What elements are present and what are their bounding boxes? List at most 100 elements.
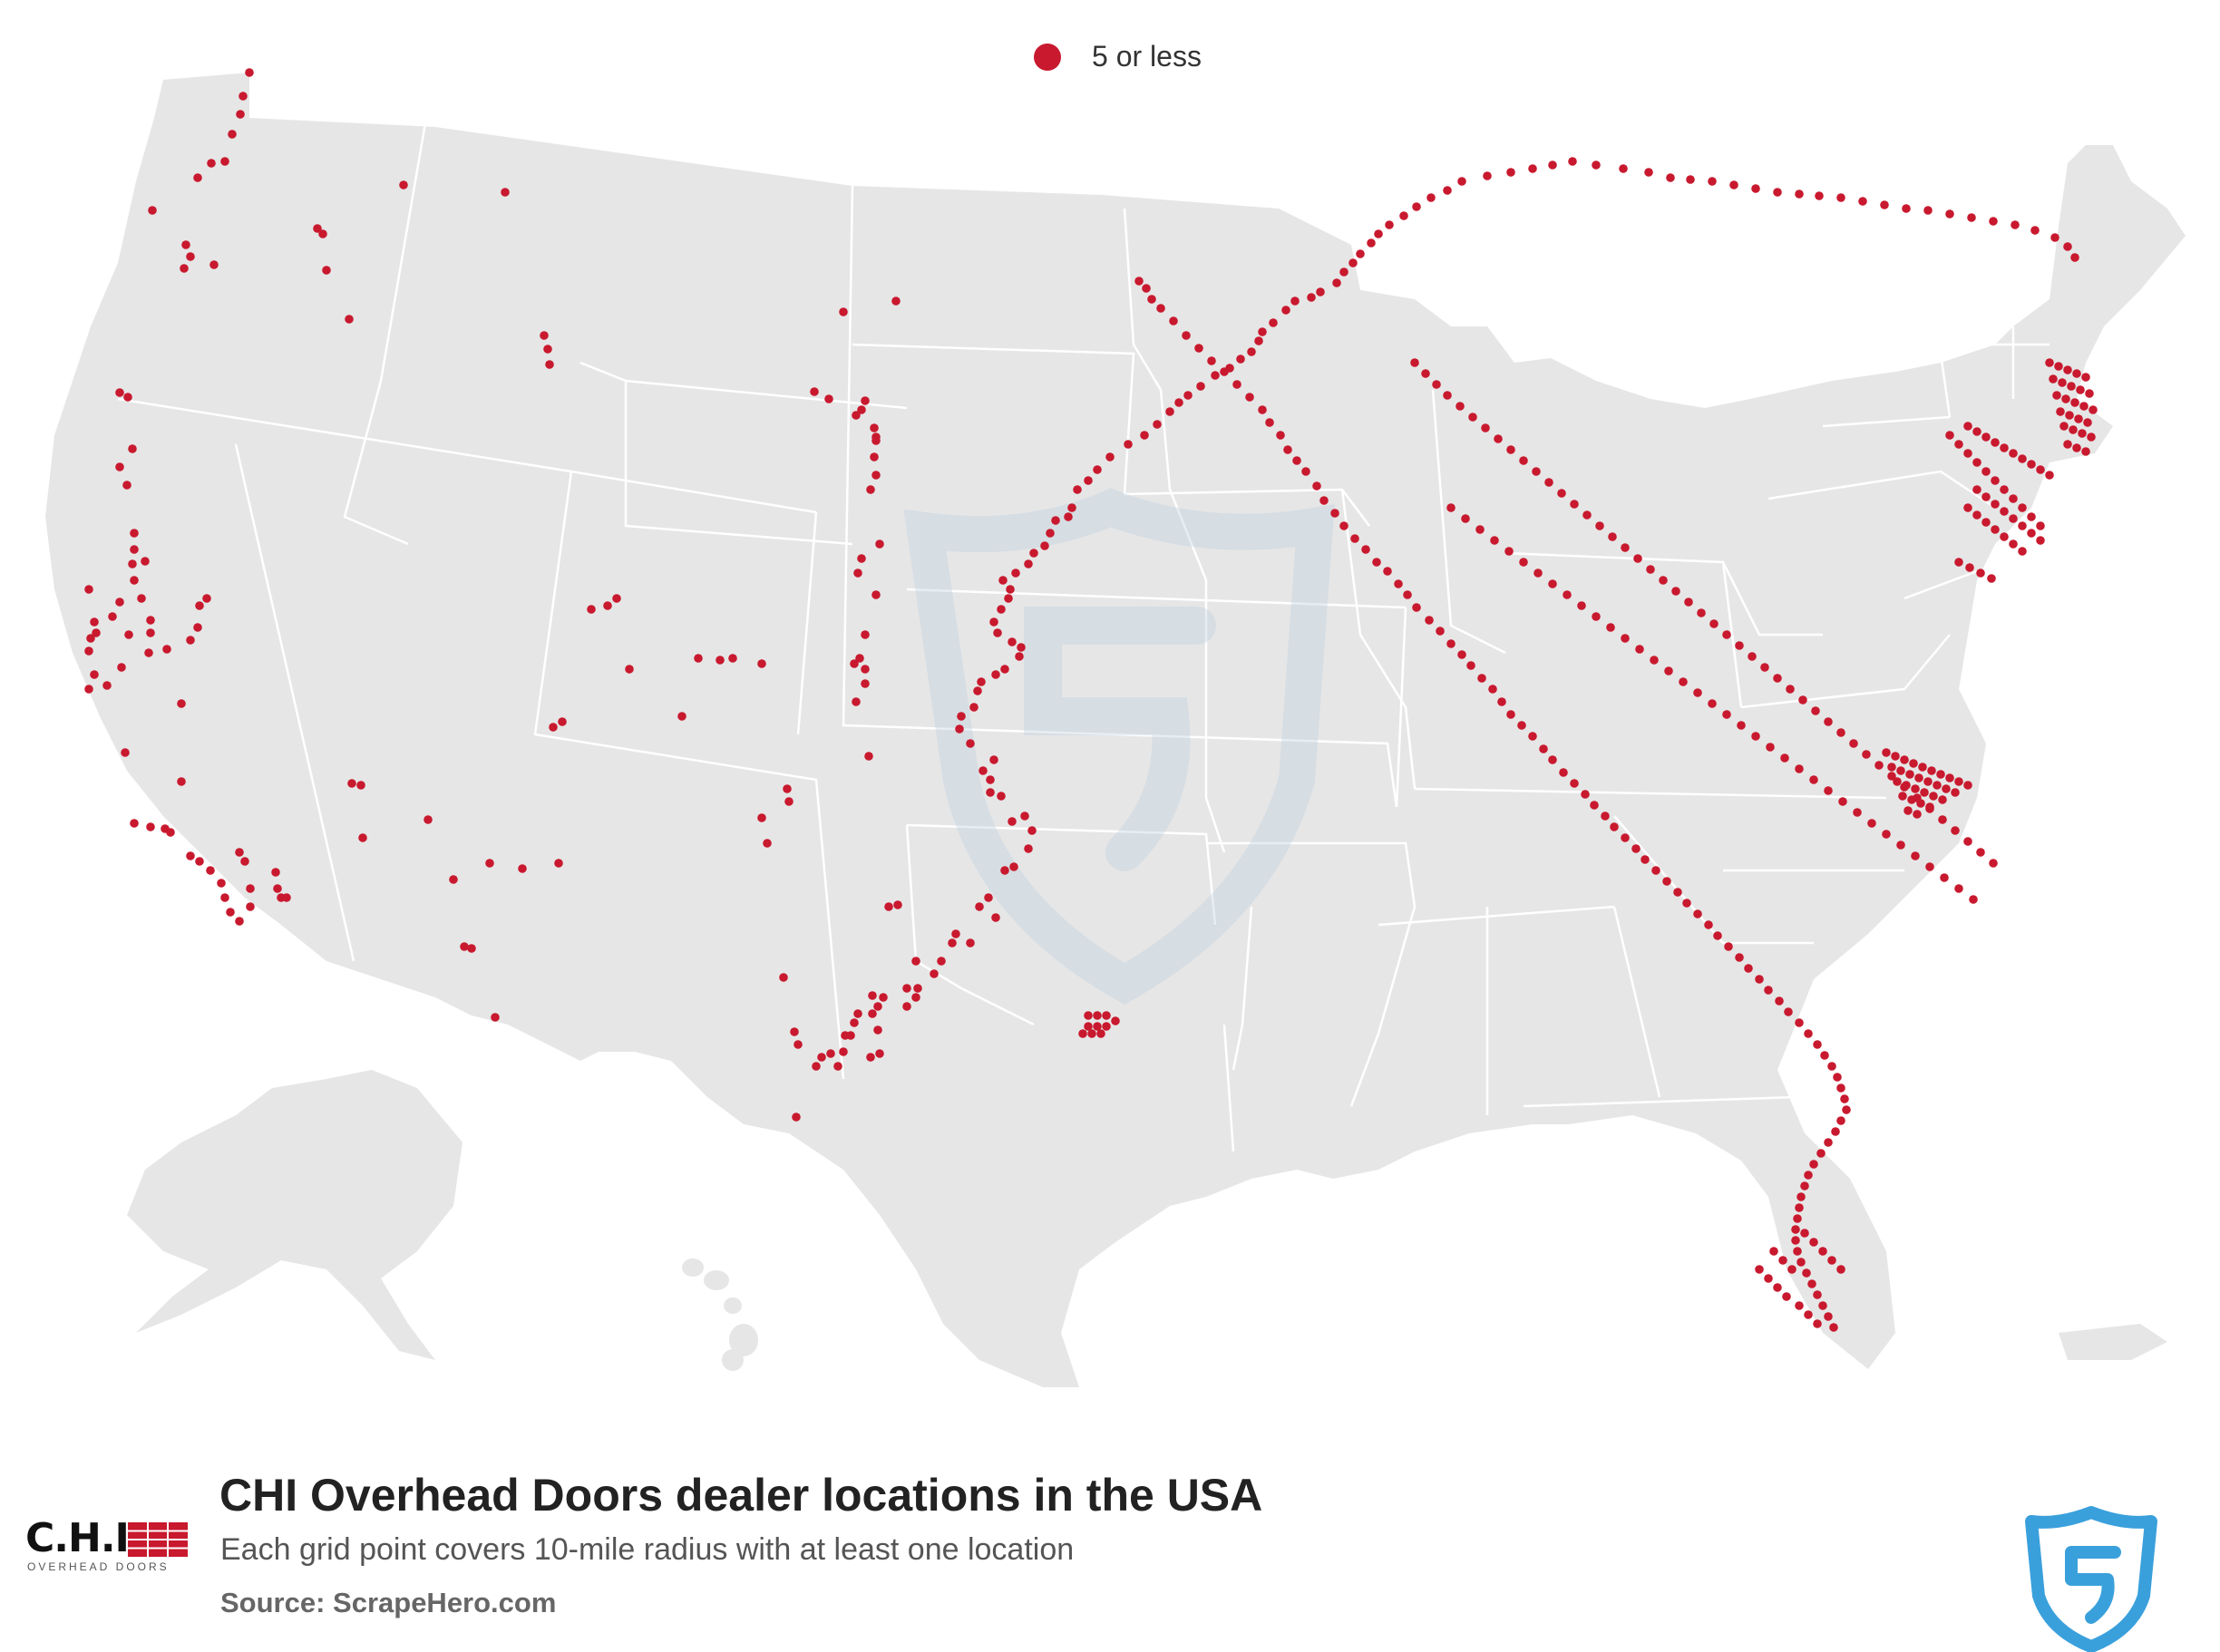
dealer-location-dot: [991, 670, 1000, 679]
dealer-location-dot: [2018, 454, 2027, 463]
dealer-location-dot: [1671, 587, 1680, 596]
dealer-location-dot: [1156, 304, 1165, 313]
state-border-line: [234, 443, 355, 962]
dealer-location-dot: [846, 1031, 855, 1040]
dealer-location-dot: [2072, 369, 2081, 378]
dealer-location-dot: [345, 315, 354, 324]
dealer-location-dot: [130, 529, 139, 538]
dealer-location-dot: [2000, 443, 2009, 452]
dealer-location-dot: [1093, 1022, 1102, 1031]
dealer-location-dot: [873, 1002, 882, 1011]
dealer-location-dot: [1111, 1016, 1120, 1025]
dealer-location-dot: [1786, 685, 1795, 694]
dealer-location-dot: [1693, 909, 1702, 918]
dealer-location-dot: [1896, 766, 1905, 775]
dealer-location-dot: [1836, 728, 1845, 737]
scrapehero-shield-icon: [2025, 1506, 2157, 1652]
dealer-location-dot: [1644, 168, 1653, 177]
dealer-location-dot: [1488, 685, 1497, 694]
state-border-line: [1378, 905, 1615, 927]
dealer-location-dot: [2076, 385, 2085, 394]
dealer-location-dot: [1981, 518, 1991, 527]
dealer-location-dot: [873, 1025, 882, 1035]
dealer-location-dot: [1595, 521, 1604, 530]
dealer-location-dot: [993, 628, 1002, 637]
dealer-location-dot: [1737, 721, 1746, 730]
dealer-location-dot: [148, 206, 157, 215]
dealer-location-dot: [1610, 822, 1619, 831]
hawaii-island: [704, 1270, 729, 1290]
dealer-location-dot: [1918, 763, 1927, 772]
dealer-location-dot: [966, 739, 975, 748]
brand-name: C.H.I.: [25, 1515, 144, 1561]
dealer-location-dot: [1064, 512, 1073, 521]
dealer-location-dot: [1920, 788, 1929, 797]
dealer-location-dot: [1165, 407, 1174, 416]
dealer-location-dot: [1722, 710, 1731, 719]
dealer-location-dot: [1245, 393, 1254, 402]
dealer-location-dot: [969, 703, 979, 712]
dealer-location-dot: [998, 576, 1008, 585]
dealer-location-dot: [1436, 627, 1445, 636]
dealer-location-dot: [1307, 293, 1316, 302]
dealer-location-dot: [220, 157, 229, 166]
dealer-location-dot: [1751, 184, 1760, 193]
dealer-location-dot: [937, 957, 946, 966]
dealer-location-dot: [2009, 449, 2018, 458]
dealer-location-dot: [122, 481, 131, 490]
dealer-location-dot: [1590, 801, 1599, 810]
dealer-location-dot: [1319, 496, 1329, 505]
dealer-location-dot: [763, 839, 772, 848]
dealer-location-dot: [1301, 467, 1310, 476]
dealer-location-dot: [1836, 1116, 1845, 1125]
dealer-location-dot: [1105, 452, 1115, 462]
dealer-location-dot: [1824, 786, 1833, 795]
dealer-location-dot: [1963, 449, 1972, 458]
hawaii-island: [682, 1258, 704, 1277]
dealer-location-dot: [794, 1040, 803, 1049]
state-border-line: [905, 824, 1035, 1026]
dealer-location-dot: [424, 815, 433, 824]
dealer-location-dot: [1809, 775, 1818, 784]
dealer-location-dot: [1563, 590, 1572, 599]
dealer-location-dot: [2063, 365, 2072, 374]
dealer-location-dot: [1784, 1007, 1793, 1016]
dealer-location-dot: [1394, 579, 1403, 588]
dealer-location-dot: [130, 819, 139, 828]
dealer-location-dot: [1084, 1011, 1093, 1020]
dealer-location-dot: [1196, 382, 1205, 391]
dealer-location-dot: [1528, 732, 1537, 741]
dealer-location-dot: [1795, 1203, 1804, 1212]
dealer-location-dot: [1506, 445, 1515, 454]
dealer-location-dot: [1570, 500, 1579, 509]
dealer-location-dot: [1664, 666, 1673, 675]
dealer-location-dot: [1900, 755, 1909, 764]
dealer-location-dot: [875, 539, 884, 549]
dealer-location-dot: [694, 654, 703, 663]
dealer-location-dot: [1412, 603, 1421, 612]
dealer-location-dot: [1991, 476, 2000, 485]
dealer-location-dot: [1887, 763, 1896, 772]
state-border-line: [343, 117, 428, 546]
dealer-location-dot: [1290, 296, 1300, 306]
dealer-location-dot: [2085, 389, 2094, 398]
map-legend: 5 or less: [1034, 40, 1202, 73]
dealer-location-dot: [1820, 1051, 1829, 1060]
dealer-location-dot: [1254, 336, 1263, 345]
dealer-location-dot: [1461, 514, 1470, 523]
dealer-location-dot: [997, 792, 1006, 801]
dealer-location-dot: [1236, 355, 1245, 364]
dealer-location-dot: [1804, 1171, 1813, 1180]
dealer-location-dot: [1534, 568, 1543, 578]
dealer-location-dot: [124, 630, 133, 639]
dealer-location-dot: [1945, 209, 1954, 219]
dealer-location-dot: [1951, 788, 1960, 797]
dealer-location-dot: [1124, 440, 1133, 449]
dealer-location-dot: [1456, 402, 1465, 411]
dealer-location-dot: [1755, 975, 1764, 984]
dealer-location-dot: [2065, 411, 2074, 420]
dealer-location-dot: [884, 902, 893, 911]
dealer-location-dot: [1773, 674, 1782, 683]
dealer-location-dot: [1281, 306, 1290, 315]
dealer-location-dot: [1945, 773, 1954, 782]
